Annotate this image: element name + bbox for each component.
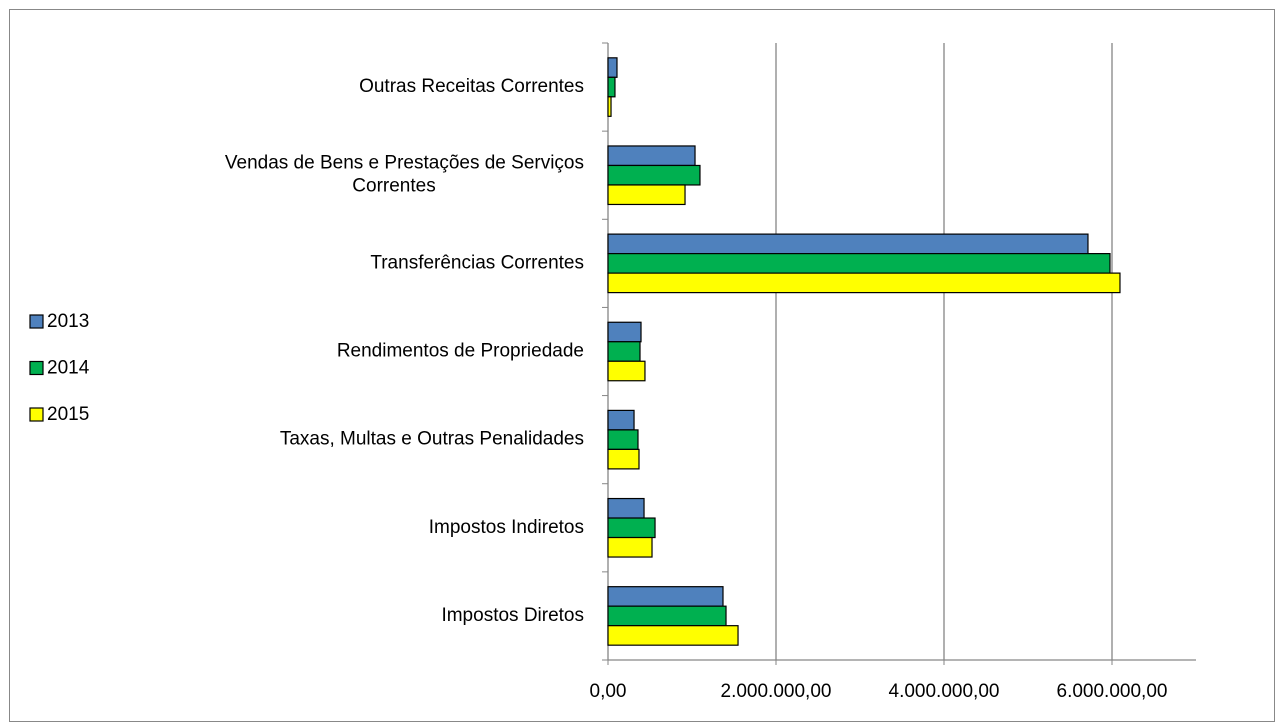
x-tick-label: 6.000.000,00	[1057, 681, 1168, 702]
bar	[607, 145, 696, 167]
bar	[607, 625, 739, 646]
bar	[607, 536, 653, 558]
legend-label: 2013	[47, 311, 89, 332]
bar	[607, 233, 1089, 255]
bar	[607, 76, 616, 98]
bar	[607, 321, 642, 343]
legend-swatch	[29, 314, 44, 329]
x-tick-label: 2.000.000,00	[721, 681, 832, 702]
y-tick-label: Taxas, Multas e Outras Penalidades	[280, 429, 584, 450]
legend-swatch	[29, 360, 44, 376]
y-tick-label-line: Correntes	[352, 176, 435, 197]
bar	[607, 96, 612, 117]
y-tick-label: Impostos Indiretos	[429, 517, 584, 538]
bar	[607, 272, 1121, 294]
bar	[607, 605, 727, 627]
legend-swatch	[29, 407, 44, 422]
y-tick-label: Outras Receitas Correntes	[359, 76, 584, 97]
bar	[607, 448, 640, 470]
x-tick-label: 0,00	[590, 681, 627, 702]
y-tick-label: Transferências Correntes	[370, 252, 584, 273]
bar	[607, 184, 686, 206]
bar	[607, 409, 635, 431]
bar	[607, 164, 701, 186]
bar	[607, 429, 639, 450]
y-tick-label: Impostos Diretos	[441, 605, 584, 626]
bar	[607, 57, 618, 78]
legend-label: 2015	[47, 404, 89, 425]
bar	[607, 253, 1111, 274]
x-tick-label: 4.000.000,00	[889, 681, 1000, 702]
y-tick-label: Vendas de Bens e Prestações de Serviços C…	[225, 153, 584, 197]
bar	[607, 341, 641, 362]
bar	[607, 360, 646, 382]
legend-label: 2014	[47, 358, 90, 379]
bar	[607, 586, 724, 607]
y-tick-label: Rendimentos de Propriedade	[337, 341, 584, 362]
bar	[607, 517, 656, 539]
y-tick-label-line: Vendas de Bens e Prestações de Serviços	[225, 153, 584, 174]
bar	[607, 497, 645, 519]
